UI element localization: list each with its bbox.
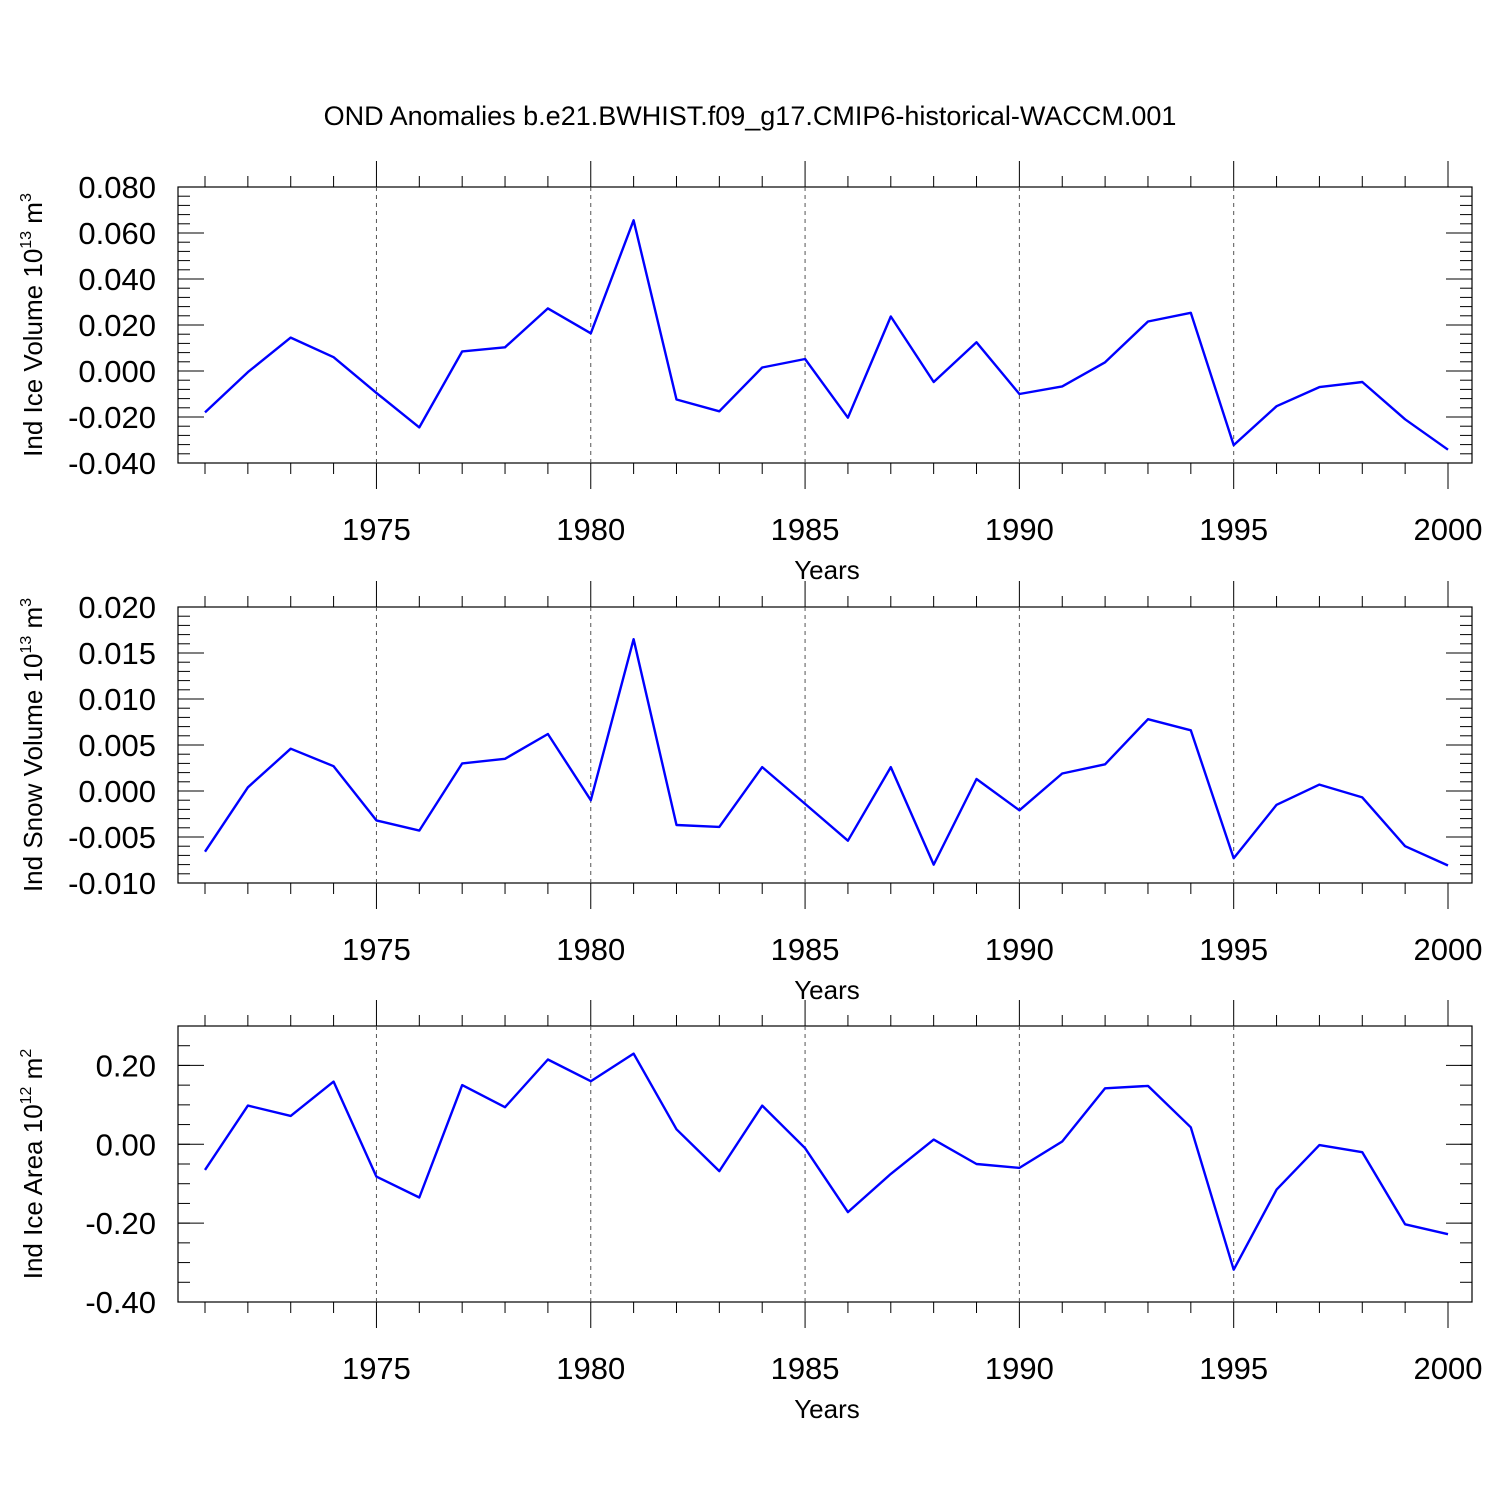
x-tick-label: 1995 — [1199, 512, 1268, 547]
y-tick-label: -0.20 — [85, 1206, 156, 1241]
x-tick-label: 1990 — [985, 512, 1054, 547]
x-axis-label: Years — [794, 555, 860, 585]
series-line — [204, 219, 1449, 451]
x-tick-label: 1990 — [985, 1351, 1054, 1386]
x-tick-label: 1980 — [556, 1351, 625, 1386]
x-tick-label: 1985 — [771, 512, 840, 547]
y-axis-label: Ind Ice Area 1012 m2 — [18, 1049, 48, 1280]
panel-snow-volume: -0.010 -0.005 0.000 0.005 0.010 0.015 0.020 197… — [18, 581, 1482, 1005]
y-tick-label: 0.005 — [78, 728, 156, 763]
y-tick-label: -0.020 — [68, 400, 156, 435]
x-tick-label: 1980 — [556, 512, 625, 547]
y-tick-label: 0.020 — [78, 308, 156, 343]
y-axis-label: Ind Snow Volume 1013 m3 — [18, 598, 48, 892]
y-tick-label: -0.40 — [85, 1285, 156, 1320]
y-tick-label: 0.010 — [78, 682, 156, 717]
x-tick-label: 2000 — [1414, 1351, 1483, 1386]
y-tick-label: 0.040 — [78, 262, 156, 297]
panel-ice-area: -0.40 -0.20 0.00 0.20 1975 1980 1985 1990 1995 20… — [18, 1000, 1482, 1424]
y-tick-label: 0.000 — [78, 774, 156, 809]
y-tick-label: -0.005 — [68, 820, 156, 855]
series-line — [204, 638, 1449, 867]
x-tick-label: 1975 — [342, 512, 411, 547]
series-line — [204, 1052, 1449, 1271]
y-tick-label: -0.040 — [68, 446, 156, 481]
x-tick-label: 2000 — [1414, 932, 1483, 967]
x-tick-label: 1990 — [985, 932, 1054, 967]
page-title: OND Anomalies b.e21.BWHIST.f09_g17.CMIP6… — [324, 101, 1177, 131]
y-tick-label: 0.00 — [96, 1127, 156, 1162]
x-tick-label: 1985 — [771, 932, 840, 967]
x-tick-label: 1995 — [1199, 1351, 1268, 1386]
x-tick-label: 1975 — [342, 932, 411, 967]
y-tick-label: 0.000 — [78, 354, 156, 389]
y-tick-label: -0.010 — [68, 866, 156, 901]
x-tick-label: 1985 — [771, 1351, 840, 1386]
x-tick-label: 1980 — [556, 932, 625, 967]
y-tick-label: 0.060 — [78, 216, 156, 251]
x-tick-label: 1995 — [1199, 932, 1268, 967]
y-tick-label: 0.015 — [78, 636, 156, 671]
y-axis-label: Ind Ice Volume 1013 m3 — [18, 193, 48, 457]
y-tick-label: 0.080 — [78, 170, 156, 205]
x-axis-label: Years — [794, 975, 860, 1005]
x-axis-label: Years — [794, 1394, 860, 1424]
x-tick-label: 2000 — [1414, 512, 1483, 547]
panel-ice-volume: -0.040 -0.020 0.000 0.020 0.040 0.060 0.080 197… — [18, 161, 1482, 585]
y-tick-label: 0.20 — [96, 1048, 156, 1083]
x-tick-label: 1975 — [342, 1351, 411, 1386]
y-tick-label: 0.020 — [78, 590, 156, 625]
